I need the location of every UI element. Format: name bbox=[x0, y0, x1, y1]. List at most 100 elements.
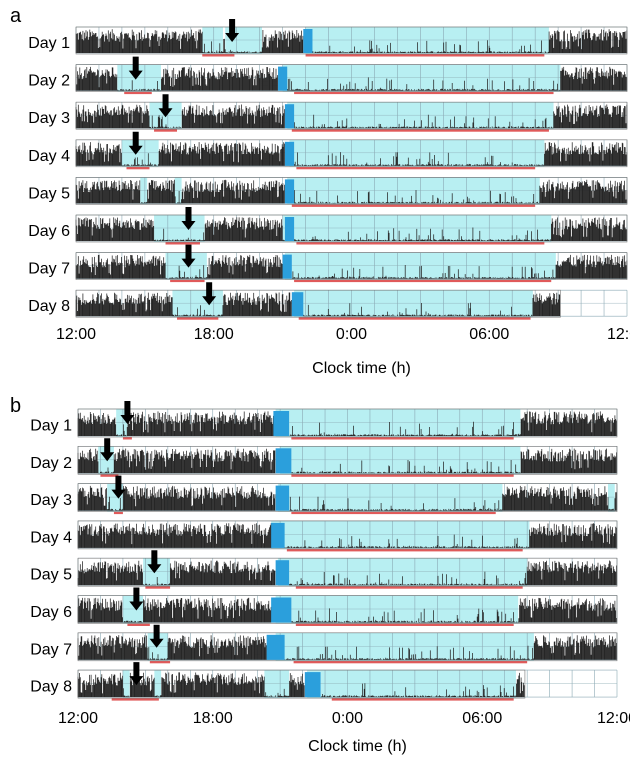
row-frame bbox=[77, 483, 618, 512]
day-label: Day 4 bbox=[30, 529, 72, 546]
x-axis-title: Clock time (h) bbox=[312, 360, 411, 377]
day-row: Day 3 bbox=[30, 475, 618, 515]
down-arrow-icon bbox=[225, 19, 240, 42]
sleep-bar bbox=[124, 91, 152, 95]
day-row: Day 4 bbox=[28, 131, 628, 170]
lights-off-marker bbox=[275, 485, 290, 511]
sleep-shade bbox=[277, 483, 503, 512]
day-row: Day 3 bbox=[28, 94, 628, 132]
sleep-bar bbox=[295, 586, 523, 589]
sleep-bar bbox=[291, 474, 514, 477]
sleep-bar bbox=[149, 660, 171, 664]
sleep-bar bbox=[305, 54, 545, 57]
sleep-shade bbox=[287, 177, 540, 205]
panel-label: b bbox=[10, 395, 21, 417]
sleep-shade bbox=[154, 670, 162, 699]
sleep-shade bbox=[116, 409, 128, 437]
sleep-shade bbox=[122, 670, 130, 699]
day-label: Day 6 bbox=[30, 604, 72, 621]
day-label: Day 2 bbox=[30, 455, 72, 472]
sleep-bar bbox=[296, 166, 536, 170]
sleep-shade bbox=[202, 27, 223, 54]
lights-off-marker bbox=[271, 597, 292, 623]
sleep-bar bbox=[296, 242, 545, 245]
x-tick-label: 18:00 bbox=[194, 326, 234, 343]
sleep-shade bbox=[122, 595, 144, 624]
lights-off-marker bbox=[266, 634, 285, 660]
day-label: Day 2 bbox=[28, 73, 70, 90]
x-tick-label: 12:00 bbox=[597, 710, 630, 727]
sleep-shade bbox=[117, 64, 161, 92]
x-tick-label: 18:00 bbox=[193, 710, 233, 727]
sleep-bar bbox=[286, 548, 523, 552]
sleep-bar bbox=[126, 166, 150, 170]
day-label: Day 6 bbox=[28, 223, 70, 240]
day-label: Day 8 bbox=[28, 298, 70, 315]
day-row: Day 2 bbox=[30, 438, 618, 477]
sleep-bar bbox=[145, 586, 171, 589]
day-row: Day 7 bbox=[28, 244, 628, 283]
sleep-bar bbox=[177, 317, 219, 320]
row-frame bbox=[75, 177, 628, 205]
x-tick-label: 12:00 bbox=[607, 326, 630, 343]
down-arrow-icon bbox=[149, 624, 164, 648]
panel-a: a Day 1 Day 2 Day 3 Day 4 Day 5 Day 6 Day 7 Day … bbox=[10, 5, 630, 377]
day-label: Day 8 bbox=[30, 679, 72, 696]
sleep-shade bbox=[307, 670, 516, 699]
lights-off-marker bbox=[284, 141, 295, 166]
lights-off-marker bbox=[284, 179, 295, 204]
row-frame bbox=[75, 289, 561, 318]
sleep-shade bbox=[275, 595, 519, 624]
day-label: Day 7 bbox=[28, 261, 70, 278]
day-row: Day 6 bbox=[30, 587, 618, 626]
lights-off-marker bbox=[291, 292, 304, 317]
day-row: Day 8 bbox=[28, 282, 628, 320]
sleep-shade bbox=[121, 139, 159, 167]
sleep-shade bbox=[271, 520, 530, 549]
day-row: Day 6 bbox=[28, 207, 628, 245]
day-label: Day 4 bbox=[28, 148, 70, 165]
day-label: Day 1 bbox=[28, 35, 70, 52]
lights-off-marker bbox=[275, 448, 292, 474]
sleep-shade bbox=[608, 483, 615, 512]
sleep-bar bbox=[122, 437, 132, 440]
lights-off-marker bbox=[273, 411, 290, 436]
sleep-bar bbox=[291, 204, 536, 207]
day-label: Day 3 bbox=[28, 110, 70, 127]
x-tick-label: 0:00 bbox=[336, 326, 367, 343]
lights-off-marker bbox=[284, 217, 295, 241]
sleep-bar bbox=[291, 129, 549, 132]
sleep-bar bbox=[154, 129, 178, 132]
sleep-bar bbox=[298, 317, 531, 320]
day-row: Day 1 bbox=[30, 401, 618, 440]
row-frame bbox=[77, 557, 618, 587]
sleep-bar bbox=[165, 242, 200, 245]
day-row: Day 7 bbox=[30, 624, 618, 664]
day-row: Day 4 bbox=[30, 520, 618, 552]
down-arrow-icon bbox=[181, 244, 196, 268]
sleep-bar bbox=[294, 91, 554, 95]
day-label: Day 1 bbox=[30, 418, 72, 435]
down-arrow-icon bbox=[158, 94, 173, 118]
x-tick-label: 0:00 bbox=[332, 710, 363, 727]
x-tick-label: 12:00 bbox=[56, 326, 96, 343]
lights-off-marker bbox=[303, 29, 313, 53]
down-arrow-icon bbox=[100, 438, 115, 462]
down-arrow-icon bbox=[111, 475, 126, 499]
down-arrow-icon bbox=[128, 131, 143, 155]
lights-off-marker bbox=[304, 672, 321, 698]
x-tick-label: 06:00 bbox=[462, 710, 502, 727]
lights-off-marker bbox=[278, 66, 288, 91]
sleep-bar bbox=[202, 54, 235, 57]
panel-b: b Day 1 Day 2 Day 3 Day 4 Day 5 Day 6 Day 7 Day … bbox=[10, 395, 630, 755]
lights-off-marker bbox=[282, 254, 292, 279]
sleep-shade bbox=[154, 215, 205, 242]
day-row: Day 5 bbox=[28, 177, 628, 207]
row-frame bbox=[75, 214, 628, 243]
sleep-bar bbox=[295, 623, 514, 626]
down-arrow-icon bbox=[202, 282, 217, 306]
sleep-shade bbox=[174, 177, 182, 205]
sleep-shade bbox=[275, 409, 521, 437]
sleep-shade bbox=[305, 27, 549, 54]
